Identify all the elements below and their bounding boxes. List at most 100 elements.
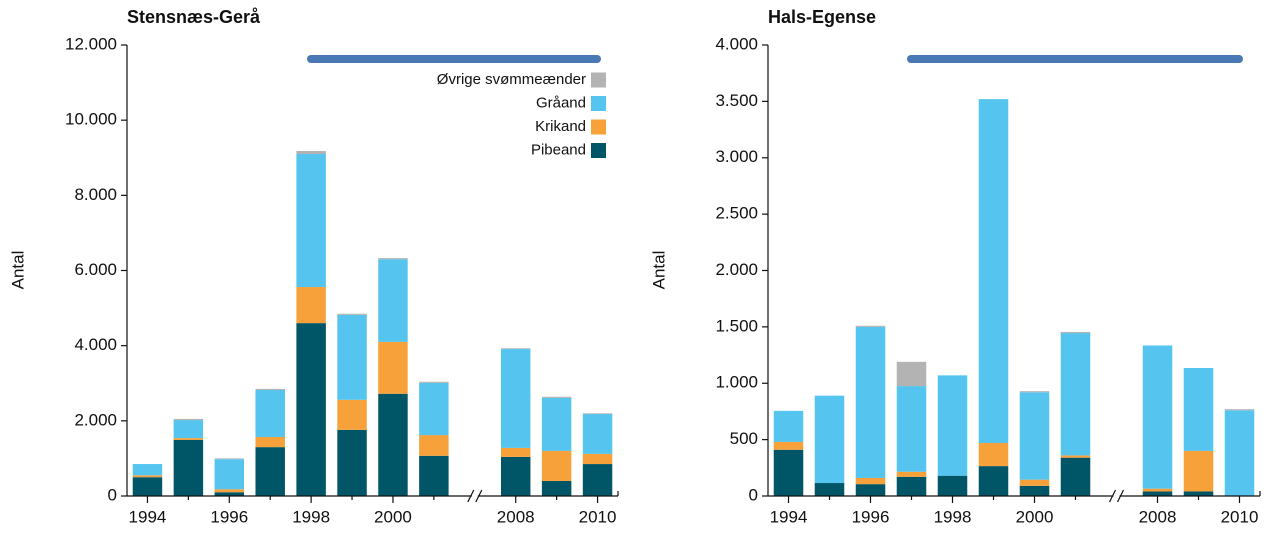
bar-segment: [541, 396, 572, 398]
y-tick-label: 8.000: [74, 185, 117, 204]
x-tick-label: 1994: [129, 507, 167, 526]
bar-segment: [1019, 392, 1050, 480]
bar-segment: [419, 435, 449, 456]
bar-segment: [173, 420, 204, 439]
bar-segment: [978, 443, 1009, 467]
x-tick-label: 1996: [210, 507, 248, 526]
x-tick-label: 2000: [1016, 507, 1054, 526]
bar-segment: [378, 259, 408, 342]
bar-segment: [214, 458, 245, 460]
axis-break: [1108, 489, 1117, 503]
x-tick-label: 2010: [579, 507, 617, 526]
x-tick-label: 2000: [374, 507, 412, 526]
bar-segment: [541, 397, 572, 451]
bar-segment: [500, 348, 531, 350]
y-axis-label: Antal: [8, 251, 27, 290]
bar-segment: [1060, 331, 1091, 334]
y-tick-label: 12.000: [65, 34, 117, 53]
bar-segment: [255, 390, 285, 437]
y-tick-label: 2.500: [715, 204, 758, 223]
bar-segment: [896, 476, 927, 496]
y-tick-label: 0: [749, 485, 758, 504]
bar-segment: [1142, 491, 1173, 496]
y-tick-label: 6.000: [74, 260, 117, 279]
bar-segment: [296, 323, 326, 496]
y-tick-label: 10.000: [65, 110, 117, 129]
bar-segment: [419, 382, 449, 436]
bar-segment: [1142, 345, 1173, 489]
bar-segment: [1060, 455, 1091, 458]
y-tick-label: 500: [730, 429, 758, 448]
legend: Øvrige svømmeænder Gråand Krikand Pibeand: [437, 71, 606, 158]
chart-title: Hals-Egense: [768, 7, 876, 27]
y-tick-label: 3.000: [715, 147, 758, 166]
bar-segment: [337, 399, 367, 430]
x-tick-label: 2008: [497, 507, 535, 526]
bar-segment: [132, 477, 163, 496]
bar-segment: [773, 449, 804, 496]
bar-segment: [1183, 450, 1214, 492]
bar-segment: [1060, 333, 1091, 456]
bar-segment: [214, 492, 245, 496]
bar-segment: [814, 483, 845, 496]
bar-segment: [937, 475, 968, 496]
bar-segment: [1019, 485, 1050, 496]
bar-segment: [337, 314, 367, 400]
bar-segment: [937, 375, 968, 476]
bar-segment: [978, 99, 1009, 444]
bar-segment: [855, 477, 886, 485]
bar-segment: [855, 484, 886, 496]
bar-segment: [1019, 479, 1050, 486]
bar-segment: [419, 381, 449, 383]
bar-segment: [378, 258, 408, 260]
y-tick-label: 3.500: [715, 91, 758, 110]
bar-segment: [896, 386, 927, 472]
y-axis-label: Antal: [649, 251, 668, 290]
bar-segment: [214, 489, 245, 493]
bar-segment: [255, 447, 285, 496]
bar-segment: [855, 326, 886, 478]
y-tick-label: 2.000: [74, 410, 117, 429]
x-tick-label: 1998: [292, 507, 330, 526]
bar-segment: [582, 453, 613, 465]
x-tick-label: 2008: [1139, 507, 1177, 526]
bar-segment: [255, 388, 285, 391]
bar-segment: [978, 466, 1009, 496]
bar-segment: [582, 464, 613, 496]
bar-segment: [541, 480, 572, 496]
x-tick-label: 1996: [852, 507, 890, 526]
bar-segment: [1224, 410, 1255, 496]
legend-label: Pibeand: [531, 141, 586, 158]
bar-segment: [173, 418, 204, 421]
bar-segment: [296, 150, 326, 154]
bar-segment: [500, 349, 531, 448]
bar-segment: [1142, 488, 1173, 492]
bar-segment: [1183, 368, 1214, 451]
bar-segment: [500, 447, 531, 457]
y-tick-label: 4.000: [715, 34, 758, 53]
bar-segment: [337, 313, 367, 315]
legend-label: Øvrige svømmeænder: [437, 71, 586, 88]
bar-segment: [132, 475, 163, 478]
x-tick-label: 1998: [934, 507, 972, 526]
bar-segment: [173, 440, 204, 496]
legend-label: Gråand: [536, 94, 586, 111]
bar-segment: [1183, 491, 1214, 496]
bar-segment: [1060, 457, 1091, 496]
bar-segment: [773, 441, 804, 450]
bar-segment: [378, 393, 408, 496]
x-tick-label: 2010: [1221, 507, 1259, 526]
bar-segment: [582, 413, 613, 415]
y-tick-label: 2.000: [715, 260, 758, 279]
axis-break: [467, 489, 475, 503]
legend-swatch: [591, 143, 606, 158]
y-tick-label: 1.000: [715, 373, 758, 392]
chart-title: Stensnæs-Gerå: [127, 7, 261, 27]
bar-segment: [855, 325, 886, 327]
legend-label: Krikand: [535, 118, 586, 135]
bar-segment: [419, 455, 449, 496]
axis-break: [475, 489, 483, 503]
legend-swatch: [591, 119, 606, 135]
bar-segment: [1224, 409, 1255, 411]
